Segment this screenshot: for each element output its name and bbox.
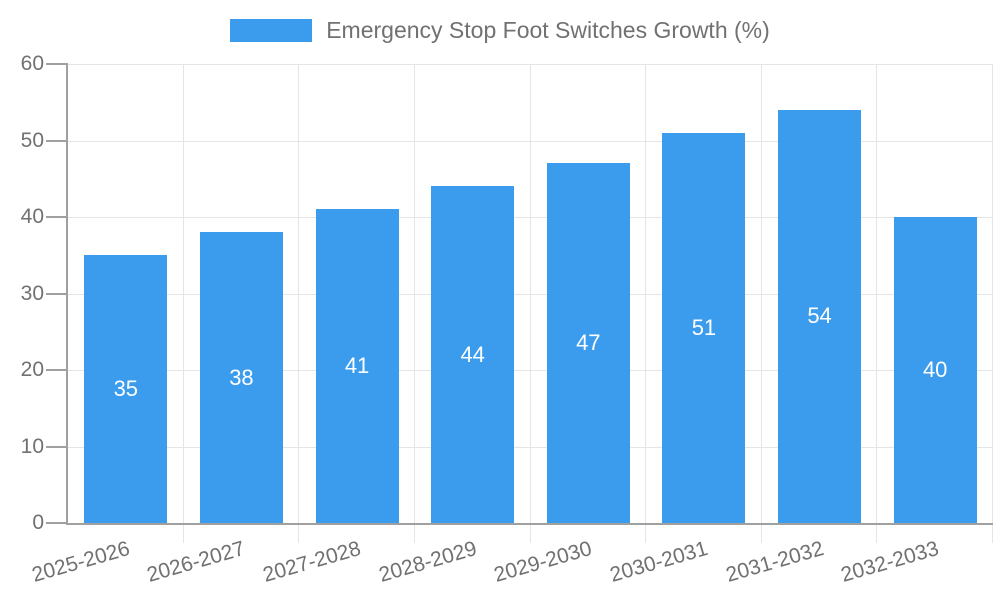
gridline-horizontal [68,217,993,218]
y-axis-tick-mark [46,216,68,218]
gridline-vertical [876,64,878,543]
gridline-vertical [992,64,993,543]
y-axis-tick-mark [46,445,68,448]
bar-value-label: 51 [691,314,717,340]
y-axis-line [66,64,68,525]
bar[interactable]: 51 [662,132,746,523]
y-axis-tick-label: 0 [32,511,44,534]
y-axis-tick-mark [46,522,68,524]
bar[interactable]: 35 [84,255,168,523]
bar[interactable]: 54 [778,109,862,523]
y-axis-tick-label: 40 [20,205,44,228]
gridline-horizontal [68,446,993,448]
bar-value-label: 54 [807,303,832,329]
y-axis-tick-mark [46,63,68,65]
plot-area: 35 38 41 44 47 51 54 40 [66,64,993,543]
gridline-vertical [182,64,184,543]
y-axis-tick-mark [46,292,68,295]
x-axis-line [66,523,993,525]
bar-value-label: 44 [460,341,485,367]
legend-label: Emergency Stop Foot Switches Growth (%) [326,17,770,43]
y-axis-tick-label: 50 [20,128,44,152]
gridline-horizontal [68,370,993,371]
gridline-vertical [298,64,300,543]
bar-value-label: 38 [229,364,254,390]
y-axis-tick-label: 60 [20,52,44,75]
y-axis-tick-label: 10 [20,434,44,458]
gridline-vertical [645,64,647,543]
gridline-horizontal [68,293,993,295]
bar[interactable]: 47 [546,163,630,523]
bar[interactable]: 41 [315,209,399,523]
bar-value-label: 35 [113,376,139,402]
y-axis-tick-label: 20 [20,358,44,381]
y-axis-tick-label: 30 [20,281,44,305]
bar-value-label: 41 [344,353,370,379]
y-axis-tick-mark [46,369,68,371]
gridline-vertical [760,64,762,543]
bar-value-label: 40 [922,357,948,382]
bar[interactable]: 40 [893,217,977,523]
bar[interactable]: 44 [431,186,515,523]
gridline-vertical [413,64,415,543]
gridline-horizontal [68,140,993,142]
bar[interactable]: 38 [199,232,283,523]
legend-swatch-icon [230,19,313,42]
y-axis-tick-mark [46,139,68,142]
gridline-vertical [529,64,531,543]
gridline-horizontal [68,64,993,65]
chart-legend[interactable]: Emergency Stop Foot Switches Growth (%) [0,17,1000,44]
bar-value-label: 47 [576,330,601,356]
